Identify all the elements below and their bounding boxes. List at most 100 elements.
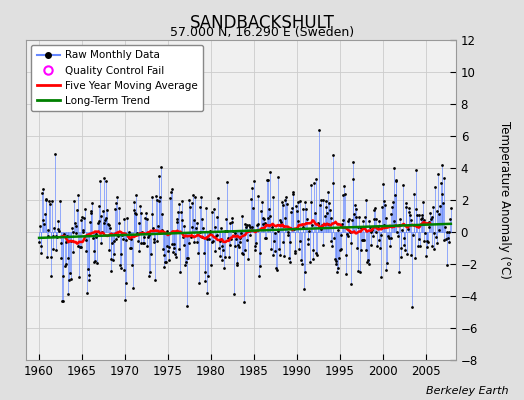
Point (423, 238, 431, 245)
Point (88, 200, 96, 206)
Point (409, 222, 418, 229)
Point (63, 290, 72, 297)
Point (389, 199, 397, 205)
Point (405, 209, 413, 215)
Point (361, 214, 369, 220)
Point (372, 216, 380, 222)
Point (75, 273, 83, 280)
Point (328, 243, 336, 249)
Point (194, 250, 202, 256)
Point (89, 248, 97, 254)
Point (118, 232, 126, 238)
Point (275, 245, 283, 252)
Point (132, 192, 140, 199)
Point (149, 225, 157, 232)
Point (248, 224, 257, 230)
Point (375, 218, 384, 224)
Point (358, 236, 366, 243)
Point (260, 216, 268, 223)
Point (344, 218, 352, 224)
Point (385, 223, 393, 229)
Point (200, 249, 208, 256)
Point (43, 232, 52, 239)
Point (227, 219, 236, 225)
Point (368, 232, 377, 239)
Point (365, 261, 374, 267)
Point (167, 186, 176, 192)
Point (95, 202, 103, 209)
Point (209, 238, 217, 244)
Point (225, 254, 233, 260)
Point (188, 224, 196, 230)
Point (221, 254, 230, 260)
Point (396, 216, 404, 222)
Point (61, 239, 70, 245)
Point (107, 256, 116, 262)
Point (110, 250, 118, 257)
Point (407, 252, 416, 258)
Point (422, 253, 430, 259)
Point (101, 217, 109, 224)
Point (85, 276, 93, 283)
Point (59, 298, 67, 304)
Point (171, 251, 179, 257)
Point (250, 178, 258, 184)
Point (52, 247, 60, 253)
Point (175, 246, 183, 252)
Point (342, 252, 350, 258)
Point (278, 199, 286, 205)
Point (196, 194, 205, 200)
Point (251, 242, 259, 249)
Point (235, 235, 244, 242)
Point (413, 212, 421, 218)
Point (401, 200, 410, 206)
Point (325, 206, 334, 213)
Point (313, 220, 322, 226)
Point (143, 216, 151, 222)
Point (174, 208, 182, 215)
Point (286, 258, 294, 265)
Point (63, 232, 71, 239)
Point (60, 231, 68, 237)
Point (250, 247, 259, 253)
Point (290, 226, 298, 233)
Point (40, 221, 48, 228)
Point (131, 210, 139, 216)
Point (301, 269, 309, 276)
Point (331, 256, 339, 262)
Point (418, 214, 427, 221)
Point (258, 221, 267, 228)
Point (425, 219, 433, 225)
Point (228, 215, 237, 222)
Point (152, 238, 161, 244)
Point (298, 260, 306, 267)
Point (114, 233, 122, 239)
Point (274, 228, 282, 234)
Point (189, 192, 197, 198)
Point (141, 210, 150, 216)
Point (79, 227, 87, 233)
Point (434, 227, 443, 233)
Point (56, 198, 64, 204)
Point (215, 245, 223, 251)
Point (106, 268, 115, 274)
Point (210, 206, 218, 212)
Point (233, 262, 241, 268)
Point (75, 244, 84, 250)
Point (48, 198, 56, 204)
Point (280, 252, 288, 259)
Point (359, 237, 368, 243)
Point (411, 205, 420, 212)
Point (227, 235, 235, 242)
Point (45, 198, 53, 204)
Point (157, 164, 165, 171)
Point (186, 204, 194, 210)
Point (427, 216, 435, 222)
Point (268, 224, 276, 230)
Point (37, 250, 46, 256)
Point (66, 270, 74, 276)
Point (264, 214, 272, 221)
Point (445, 229, 454, 236)
Point (304, 240, 312, 247)
Point (83, 290, 91, 296)
